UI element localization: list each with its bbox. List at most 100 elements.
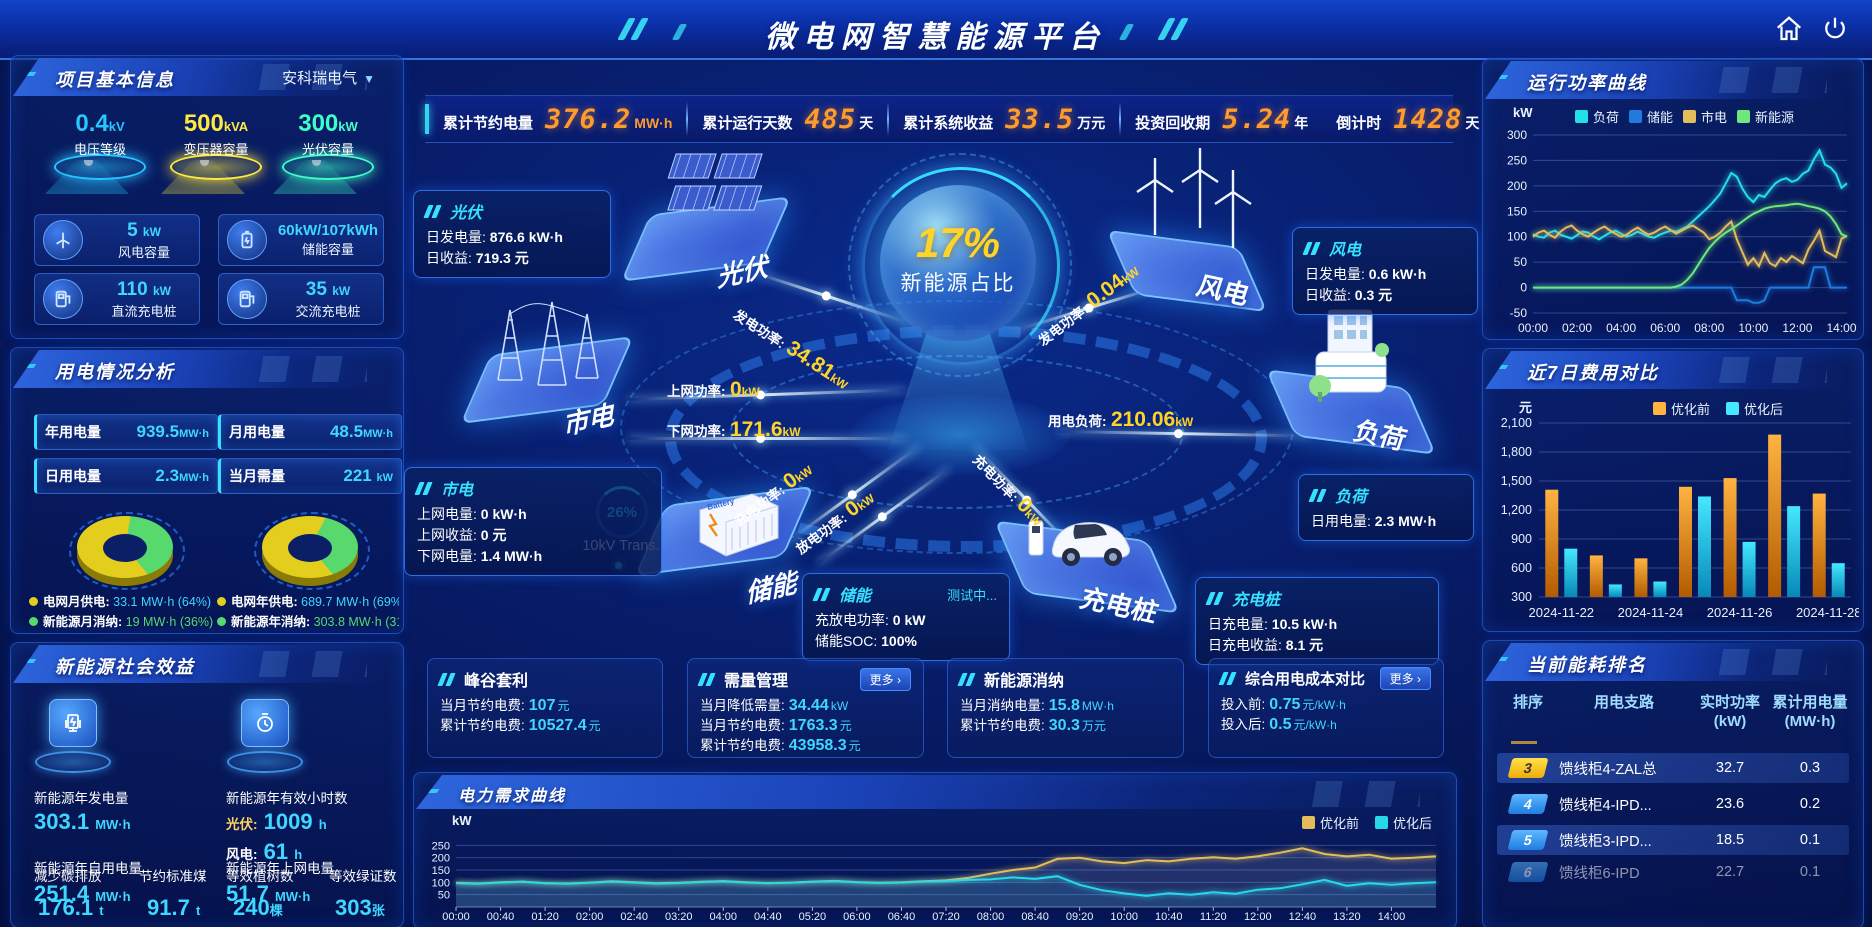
legend-label: 新能源 bbox=[1755, 110, 1795, 125]
legend-label: 储能 bbox=[1647, 110, 1674, 125]
chevron-icon bbox=[812, 587, 831, 601]
legend-item[interactable]: 市电 bbox=[1683, 107, 1727, 126]
ranking-title: 当前能耗排名 bbox=[1527, 655, 1647, 675]
svg-text:50: 50 bbox=[438, 890, 450, 902]
legend-label: 负荷 bbox=[1593, 110, 1620, 125]
demand-legend[interactable]: 优化前 优化后 bbox=[1301, 813, 1432, 832]
svg-text:250: 250 bbox=[1507, 153, 1527, 167]
ranking-row[interactable]: 5 馈线柜3-IPD... 18.5 0.1 bbox=[1497, 825, 1849, 855]
svg-text:06:00: 06:00 bbox=[843, 911, 871, 923]
legend-renew-month: 新能源月消纳: 19 MW·h (36%) bbox=[29, 611, 213, 630]
card-corner-icon bbox=[957, 672, 976, 686]
day-usage-stat: 日用电量 2.3MW·h bbox=[34, 458, 218, 494]
kpi-payback-period: 投资回收期 5.24 年 bbox=[1135, 103, 1309, 135]
wind-capacity-card: 5 kW 风电容量 bbox=[34, 214, 200, 266]
legend-dot bbox=[217, 617, 226, 626]
load-card: 负荷 日用电量: 2.3 MW·h bbox=[1298, 474, 1474, 541]
legend-item[interactable]: 优化后 bbox=[1374, 813, 1432, 832]
svg-text:02:00: 02:00 bbox=[576, 911, 604, 923]
header-stripe-decor bbox=[1290, 781, 1420, 807]
header-bar: 微电网智慧能源平台 bbox=[0, 0, 1872, 60]
month-usage-stat: 月用电量 48.5MW·h bbox=[218, 414, 402, 450]
gen-value: 303.1 MW·h bbox=[34, 809, 131, 834]
renewable-absorb-card: 新能源消纳 当月消纳电量: 15.8 MW·h 累计节约电费: 30.3 万元 bbox=[947, 658, 1184, 758]
panel-corner-icon bbox=[19, 653, 39, 671]
to-grid-value: 51.7 MW·h bbox=[226, 881, 311, 906]
svg-text:01:20: 01:20 bbox=[531, 911, 559, 923]
scroll-indicator bbox=[1511, 741, 1537, 744]
ranking-row[interactable]: 4 馈线柜4-IPD... 23.6 0.2 bbox=[1497, 789, 1849, 819]
renewable-share-core: 17% 新能源占比 bbox=[880, 185, 1036, 341]
cost-more-button[interactable]: 更多 › bbox=[1379, 667, 1431, 690]
svg-text:1,200: 1,200 bbox=[1501, 503, 1532, 517]
gen-label: 新能源年发电量 bbox=[34, 791, 129, 806]
svg-text:00:40: 00:40 bbox=[487, 911, 515, 923]
cost-legend[interactable]: 优化前 优化后 bbox=[1653, 399, 1783, 418]
panel-corner-icon bbox=[19, 66, 39, 84]
flow-load-power: 用电负荷: 210.06kW bbox=[1048, 408, 1194, 431]
chevron-icon bbox=[1302, 241, 1321, 255]
legend-item[interactable]: 新能源 bbox=[1737, 107, 1794, 126]
legend-dot bbox=[29, 617, 38, 626]
header-stripe-decor bbox=[1697, 649, 1827, 675]
svg-text:00:00: 00:00 bbox=[442, 911, 470, 923]
legend-swatch bbox=[1726, 402, 1740, 415]
demand-curve-header: 电力需求曲线 bbox=[416, 775, 1454, 809]
legend-item[interactable]: 优化前 bbox=[1653, 399, 1710, 418]
month-demand-stat: 当月需量 221 kW bbox=[218, 458, 402, 494]
company-select[interactable]: 安科瑞电气 ▼ bbox=[282, 67, 375, 88]
panel-corner-icon bbox=[19, 358, 39, 376]
card-corner-icon bbox=[437, 672, 456, 686]
header-stripe-decor bbox=[237, 651, 367, 677]
ranking-row[interactable]: 6 馈线柜6-IPD 22.7 0.1 bbox=[1497, 861, 1849, 883]
wind-turbine-icon bbox=[43, 220, 83, 260]
chevron-icon bbox=[1308, 488, 1327, 502]
wind-turbines-icon bbox=[1125, 140, 1255, 265]
cost-chart: 300 600 900 1,200 1,500 1,800 2,100 2024-11-22 2… bbox=[1501, 416, 1859, 620]
power-y-unit: kW bbox=[1513, 105, 1533, 120]
sphere-arc-ring bbox=[862, 167, 1060, 365]
legend-item[interactable]: 优化前 bbox=[1301, 813, 1359, 832]
svg-text:14:00: 14:00 bbox=[1378, 911, 1406, 923]
legend-item[interactable]: 储能 bbox=[1629, 107, 1673, 126]
legend-swatch bbox=[1737, 110, 1751, 123]
home-icon[interactable] bbox=[1774, 14, 1804, 44]
legend-label: 优化前 bbox=[1671, 402, 1711, 417]
tree-value: 240棵 bbox=[233, 895, 283, 920]
svg-text:08:00: 08:00 bbox=[1694, 321, 1724, 335]
ranking-row[interactable]: 3 馈线柜4-ZAL总 32.7 0.3 bbox=[1497, 753, 1849, 783]
legend-label: 优化前 bbox=[1319, 816, 1359, 831]
cost-compare-panel: 近7日费用对比 元 优化前 优化后 300 600 900 1,200 1,500 1,80… bbox=[1482, 348, 1864, 632]
bolt-panel-icon bbox=[49, 699, 97, 747]
legend-item[interactable]: 负荷 bbox=[1575, 107, 1619, 126]
power-curve-header: 运行功率曲线 bbox=[1485, 61, 1861, 99]
svg-text:13:20: 13:20 bbox=[1333, 911, 1361, 923]
svg-text:100: 100 bbox=[1507, 230, 1527, 244]
legend-item[interactable]: 优化后 bbox=[1726, 399, 1783, 418]
demand-more-button[interactable]: 更多 › bbox=[859, 667, 911, 691]
svg-text:09:20: 09:20 bbox=[1066, 911, 1094, 923]
chevron-icon bbox=[1205, 591, 1224, 605]
flow-to-grid: 上网功率: 0kW bbox=[667, 378, 760, 401]
chevron-icon bbox=[414, 481, 433, 495]
kpi-countdown: 倒计时 1428 天 bbox=[1336, 103, 1480, 135]
svg-text:2024-11-26: 2024-11-26 bbox=[1707, 605, 1773, 620]
svg-text:600: 600 bbox=[1511, 561, 1532, 575]
svg-text:04:40: 04:40 bbox=[754, 911, 782, 923]
storage-status: 测试中... bbox=[947, 587, 997, 603]
svg-text:250: 250 bbox=[432, 840, 450, 852]
legend-label: 优化后 bbox=[1392, 816, 1432, 831]
demand-curve-title: 电力需求曲线 bbox=[458, 788, 567, 805]
tree-label: 等效植树数 bbox=[226, 869, 294, 884]
stat-unit: kV bbox=[108, 119, 125, 134]
power-icon[interactable] bbox=[1820, 14, 1850, 44]
yearly-supply-donut bbox=[254, 498, 370, 590]
wind-card: 风电 日发电量: 0.6 kW·h 日收益: 0.3 元 bbox=[1292, 227, 1478, 315]
svg-text:06:00: 06:00 bbox=[1650, 321, 1680, 335]
cost-compare-card: 综合用电成本对比 更多 › 投入前: 0.75 元/kW·h 投入后: 0.5 元/kW·… bbox=[1208, 658, 1444, 758]
panel-corner-icon bbox=[1491, 359, 1511, 377]
svg-text:50: 50 bbox=[1514, 255, 1528, 269]
stat-unit: kVA bbox=[223, 119, 249, 134]
power-legend[interactable]: 负荷 储能 市电 新能源 bbox=[1575, 107, 1794, 126]
header-stripe-decor bbox=[237, 356, 367, 382]
